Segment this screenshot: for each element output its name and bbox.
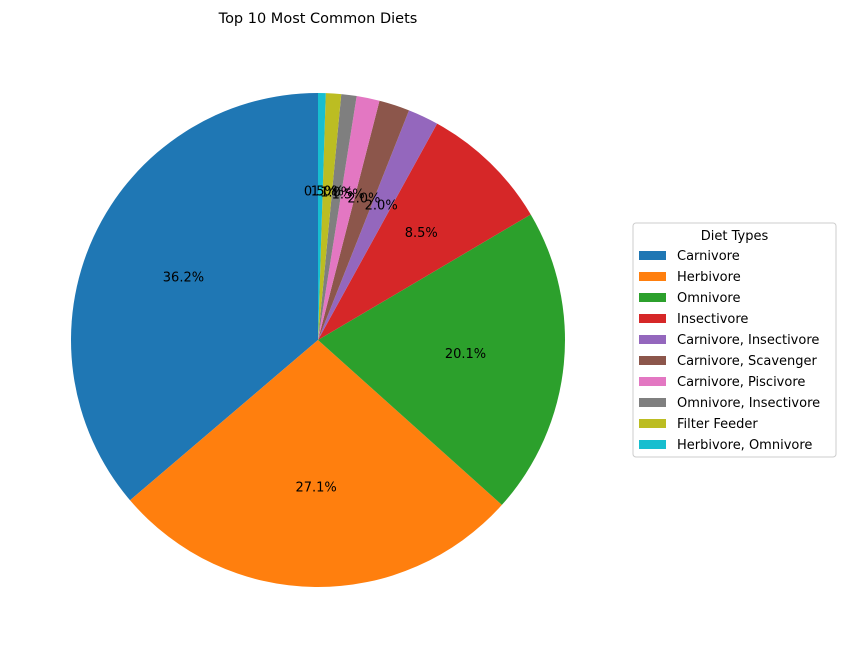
pie-slice-filter-feeder bbox=[318, 93, 342, 340]
legend: Diet Types Carnivore Herbivore Omnivore Ins… bbox=[632, 222, 837, 458]
pie-pct-label: 1.0% bbox=[320, 185, 353, 200]
pie-pct-label: 0.5% bbox=[304, 184, 337, 199]
legend-swatch bbox=[639, 272, 666, 281]
legend-label: Omnivore bbox=[677, 291, 740, 306]
pie-pct-label: 2.0% bbox=[365, 198, 398, 213]
legend-label: Insectivore bbox=[677, 312, 748, 327]
legend-swatch bbox=[639, 314, 666, 323]
legend-swatch bbox=[639, 335, 666, 344]
legend-label: Herbivore, Omnivore bbox=[677, 438, 812, 453]
legend-label: Filter Feeder bbox=[677, 417, 758, 432]
pie-pct-label: 27.1% bbox=[295, 481, 336, 496]
legend-swatch bbox=[639, 293, 666, 302]
pie-pct-label: 1.5% bbox=[332, 187, 365, 202]
pie-slice-insectivore bbox=[318, 123, 531, 340]
pie-pct-label: 1.0% bbox=[311, 185, 344, 200]
pie-slice-omnivore bbox=[318, 214, 565, 505]
pie-slice-herbivore-omnivore bbox=[318, 93, 326, 340]
legend-swatch bbox=[639, 419, 666, 428]
legend-label: Carnivore, Piscivore bbox=[677, 375, 805, 390]
pie-slice-omnivore-insectivore bbox=[318, 94, 357, 340]
legend-label: Omnivore, Insectivore bbox=[677, 396, 820, 411]
pie-slice-carnivore-piscivore bbox=[318, 96, 380, 340]
pie-labels: 36.2% 27.1% 20.1% 8.5% 2.0%2.0%1.5%1.0%1.0%0… bbox=[163, 184, 486, 495]
legend-label: Carnivore, Insectivore bbox=[677, 333, 819, 348]
legend-label: Carnivore, Scavenger bbox=[677, 354, 818, 369]
pie-slice-carnivore-insectivore bbox=[318, 110, 438, 340]
legend-label: Herbivore bbox=[677, 270, 741, 285]
pie-pct-label: 2.0% bbox=[347, 192, 380, 207]
pie-pct-label: 36.2% bbox=[163, 270, 204, 285]
chart-title: Top 10 Most Common Diets bbox=[218, 11, 418, 27]
legend-swatch bbox=[639, 440, 666, 449]
legend-frame bbox=[632, 222, 837, 458]
pie-slice-carnivore-scavenger bbox=[318, 100, 410, 340]
legend-swatch bbox=[639, 356, 666, 365]
legend-swatch bbox=[639, 398, 666, 407]
legend-swatch bbox=[639, 377, 666, 386]
pie-slices bbox=[70, 93, 565, 587]
legend-swatch bbox=[639, 251, 666, 260]
pie-slice-herbivore bbox=[130, 340, 502, 587]
legend-label: Carnivore bbox=[677, 249, 740, 264]
pie-slice-carnivore bbox=[70, 93, 318, 501]
legend-items: Carnivore Herbivore Omnivore Insectivore Car… bbox=[639, 249, 820, 453]
pie-pct-label: 8.5% bbox=[405, 226, 438, 241]
legend-title: Diet Types bbox=[701, 229, 769, 244]
pie-pct-label: 20.1% bbox=[445, 347, 486, 362]
